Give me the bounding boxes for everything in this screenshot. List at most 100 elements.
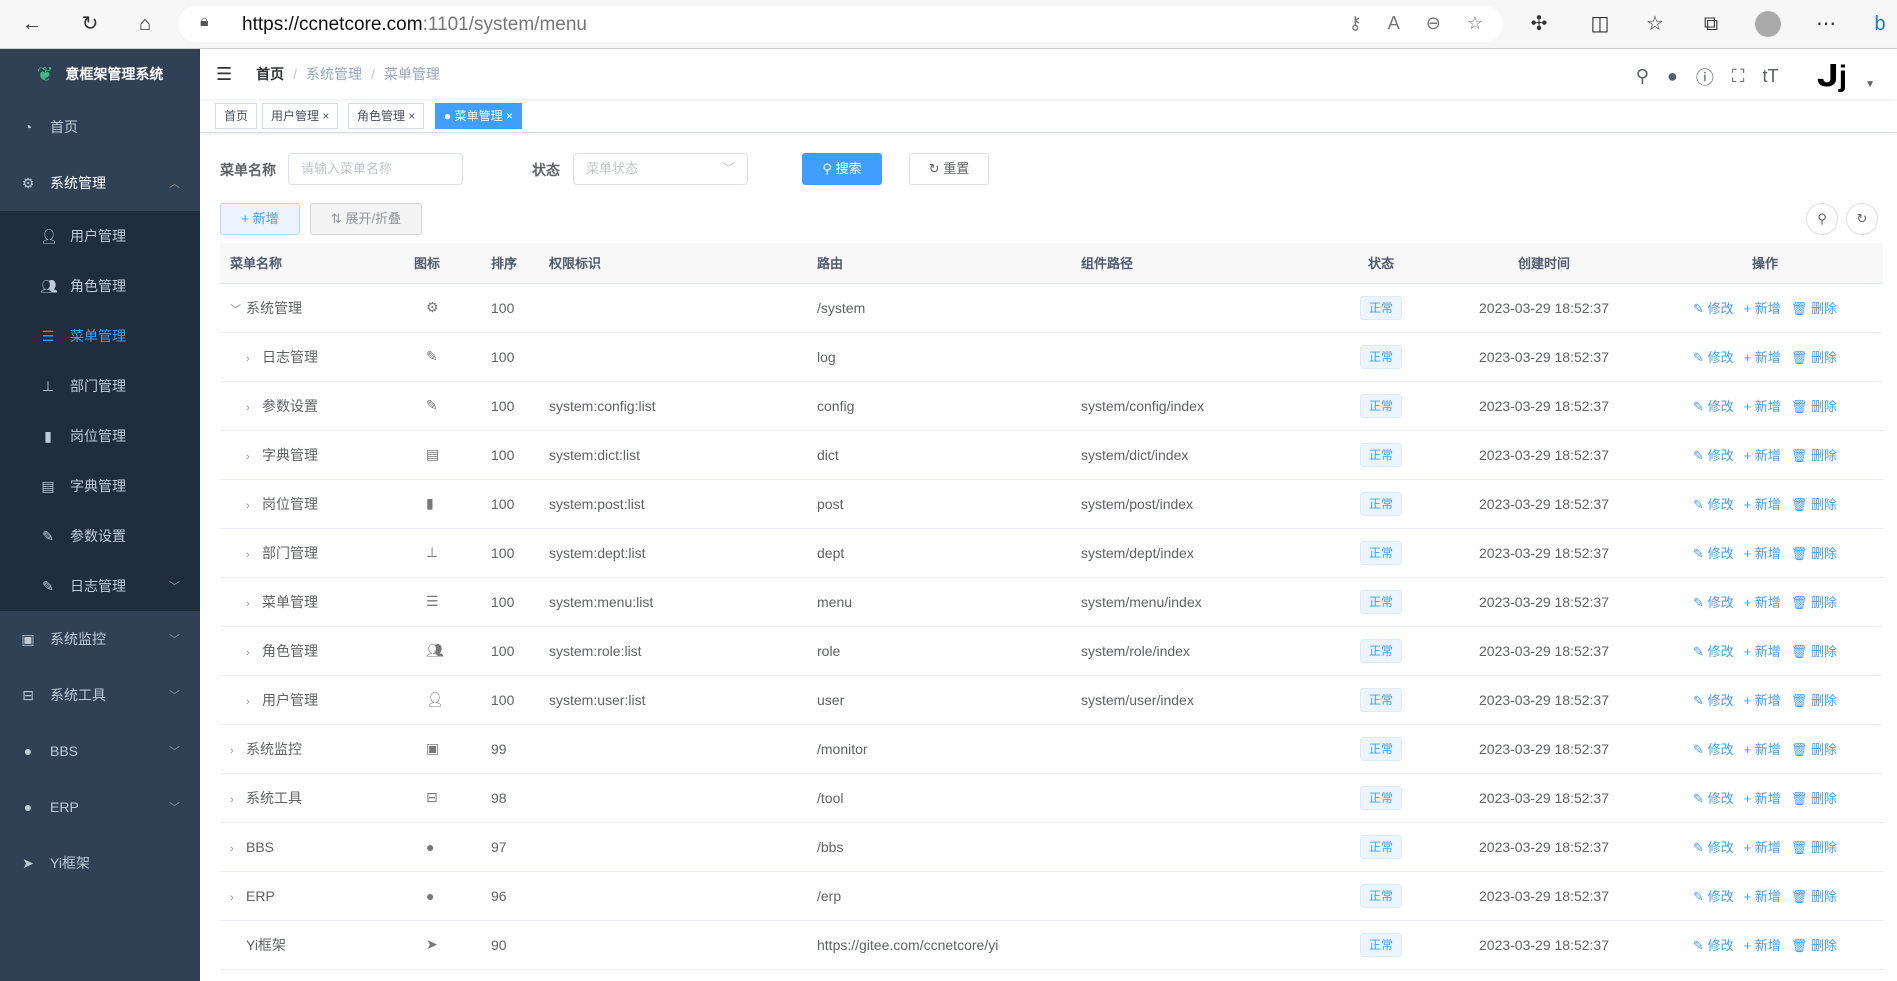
- sidebar-item-system[interactable]: ⚙ 系统管理 ︿: [0, 155, 200, 211]
- sidebar-item-yi[interactable]: ➤ Yi框架: [0, 835, 200, 891]
- close-icon[interactable]: ×: [505, 109, 513, 123]
- chevron-right-icon[interactable]: ›: [230, 842, 234, 855]
- add-child-button[interactable]: + 新增: [1744, 840, 1781, 855]
- sidebar-item-tool[interactable]: ⊟ 系统工具 ﹀: [0, 667, 200, 723]
- github-icon[interactable]: ●: [1666, 66, 1678, 86]
- add-child-button[interactable]: + 新增: [1744, 399, 1781, 414]
- tag-menu[interactable]: ● 菜单管理 ×: [435, 103, 522, 129]
- chevron-right-icon[interactable]: ›: [246, 597, 250, 610]
- edit-button[interactable]: ✎ 修改: [1693, 497, 1734, 512]
- edit-button[interactable]: ✎ 修改: [1693, 595, 1734, 610]
- chevron-right-icon[interactable]: ›: [230, 744, 234, 757]
- chevron-right-icon[interactable]: ›: [246, 695, 250, 708]
- chevron-right-icon[interactable]: ›: [246, 352, 250, 365]
- sidebar-item-monitor[interactable]: ▣ 系统监控 ﹀: [0, 611, 200, 667]
- add-child-button[interactable]: + 新增: [1744, 497, 1781, 512]
- breadcrumb-item[interactable]: 首页: [256, 66, 285, 82]
- expand-collapse-button[interactable]: ⇅ 展开/折叠: [310, 203, 422, 235]
- split-screen-icon[interactable]: ◫: [1590, 13, 1610, 35]
- add-child-button[interactable]: + 新增: [1744, 693, 1781, 708]
- add-child-button[interactable]: + 新增: [1744, 350, 1781, 365]
- sidebar-item-dict[interactable]: ▤ 字典管理: [0, 461, 200, 511]
- delete-button[interactable]: 🗑︎ 删除: [1791, 791, 1837, 806]
- sidebar-item-log[interactable]: ✎ 日志管理 ﹀: [0, 561, 200, 611]
- more-icon[interactable]: ⋯: [1816, 13, 1836, 35]
- fullscreen-icon[interactable]: ⛶: [1731, 66, 1745, 86]
- address-bar[interactable]: 🔒︎ https://ccnetcore.com:1101/system/men…: [178, 6, 1503, 42]
- refresh-icon[interactable]: ↻: [81, 13, 99, 35]
- sidebar-item-menu[interactable]: ☰ 菜单管理: [0, 311, 200, 361]
- sidebar-item-home[interactable]: ◔ 首页: [0, 99, 200, 155]
- close-icon[interactable]: ×: [322, 109, 330, 123]
- tag-home[interactable]: 首页: [215, 103, 258, 129]
- add-child-button[interactable]: + 新增: [1744, 595, 1781, 610]
- delete-button[interactable]: 🗑︎ 删除: [1791, 889, 1837, 904]
- sidebar-item-bbs[interactable]: ● BBS ﹀: [0, 723, 200, 779]
- edit-button[interactable]: ✎ 修改: [1693, 938, 1734, 953]
- chevron-right-icon[interactable]: ›: [246, 646, 250, 659]
- home-icon[interactable]: ⌂: [138, 13, 152, 35]
- favorites-icon[interactable]: ☆: [1646, 13, 1664, 35]
- chevron-right-icon[interactable]: ›: [246, 548, 250, 561]
- add-child-button[interactable]: + 新增: [1744, 448, 1781, 463]
- add-child-button[interactable]: + 新增: [1744, 301, 1781, 316]
- delete-button[interactable]: 🗑︎ 删除: [1791, 938, 1837, 953]
- close-icon[interactable]: ×: [408, 109, 416, 123]
- edit-button[interactable]: ✎ 修改: [1693, 742, 1734, 757]
- sidebar-item-post[interactable]: ▮ 岗位管理: [0, 411, 200, 461]
- edit-button[interactable]: ✎ 修改: [1693, 399, 1734, 414]
- delete-button[interactable]: 🗑︎ 删除: [1791, 350, 1837, 365]
- delete-button[interactable]: 🗑︎ 删除: [1791, 399, 1837, 414]
- delete-button[interactable]: 🗑︎ 删除: [1791, 546, 1837, 561]
- key-icon[interactable]: ⚷: [1348, 13, 1362, 33]
- delete-button[interactable]: 🗑︎ 删除: [1791, 497, 1837, 512]
- refresh-button[interactable]: ↻: [1846, 203, 1878, 235]
- add-favorite-icon[interactable]: ☆: [1466, 13, 1483, 33]
- edit-button[interactable]: ✎ 修改: [1693, 693, 1734, 708]
- sidebar-item-erp[interactable]: ● ERP ﹀: [0, 779, 200, 835]
- add-child-button[interactable]: + 新增: [1744, 546, 1781, 561]
- menu-name-input[interactable]: 请输入菜单名称: [288, 153, 463, 185]
- sidebar-item-role[interactable]: 👥︎ 角色管理: [0, 261, 200, 311]
- hamburger-icon[interactable]: ☰: [216, 63, 233, 84]
- bing-icon[interactable]: b: [1874, 13, 1886, 35]
- chevron-right-icon[interactable]: ›: [230, 891, 234, 904]
- caret-down-icon[interactable]: ▼: [1865, 79, 1875, 90]
- extensions-icon[interactable]: ✣: [1530, 13, 1548, 35]
- delete-button[interactable]: 🗑︎ 删除: [1791, 644, 1837, 659]
- delete-button[interactable]: 🗑︎ 删除: [1791, 742, 1837, 757]
- add-child-button[interactable]: + 新增: [1744, 742, 1781, 757]
- add-button[interactable]: + 新增: [220, 203, 300, 235]
- sidebar-item-config[interactable]: ✎ 参数设置: [0, 511, 200, 561]
- delete-button[interactable]: 🗑︎ 删除: [1791, 693, 1837, 708]
- sidebar-item-dept[interactable]: ⊥ 部门管理: [0, 361, 200, 411]
- font-size-icon[interactable]: tT: [1762, 66, 1779, 86]
- edit-button[interactable]: ✎ 修改: [1693, 301, 1734, 316]
- user-avatar[interactable]: ᒍj: [1816, 60, 1848, 93]
- chevron-right-icon[interactable]: ›: [246, 401, 250, 414]
- zoom-out-icon[interactable]: ⊖: [1425, 13, 1441, 33]
- edit-button[interactable]: ✎ 修改: [1693, 644, 1734, 659]
- chevron-right-icon[interactable]: ›: [246, 450, 250, 463]
- tag-user[interactable]: 用户管理 ×: [262, 103, 339, 129]
- edit-button[interactable]: ✎ 修改: [1693, 889, 1734, 904]
- sidebar-item-user[interactable]: 👤︎ 用户管理: [0, 211, 200, 261]
- chevron-right-icon[interactable]: ›: [246, 499, 250, 512]
- status-select[interactable]: 菜单状态 ﹀: [573, 153, 748, 185]
- edit-button[interactable]: ✎ 修改: [1693, 448, 1734, 463]
- chevron-down-icon[interactable]: ﹀: [230, 303, 241, 316]
- tag-role[interactable]: 角色管理 ×: [348, 103, 425, 129]
- add-child-button[interactable]: + 新增: [1744, 791, 1781, 806]
- delete-button[interactable]: 🗑︎ 删除: [1791, 595, 1837, 610]
- edit-button[interactable]: ✎ 修改: [1693, 546, 1734, 561]
- edit-button[interactable]: ✎ 修改: [1693, 840, 1734, 855]
- read-aloud-icon[interactable]: A: [1387, 13, 1400, 33]
- delete-button[interactable]: 🗑︎ 删除: [1791, 840, 1837, 855]
- back-icon[interactable]: ←: [22, 13, 42, 35]
- chevron-right-icon[interactable]: ›: [230, 793, 234, 806]
- collections-icon[interactable]: ⧉: [1703, 13, 1719, 35]
- profile-avatar[interactable]: [1755, 11, 1781, 37]
- add-child-button[interactable]: + 新增: [1744, 644, 1781, 659]
- help-icon[interactable]: ⓘ: [1695, 67, 1714, 88]
- add-child-button[interactable]: + 新增: [1744, 938, 1781, 953]
